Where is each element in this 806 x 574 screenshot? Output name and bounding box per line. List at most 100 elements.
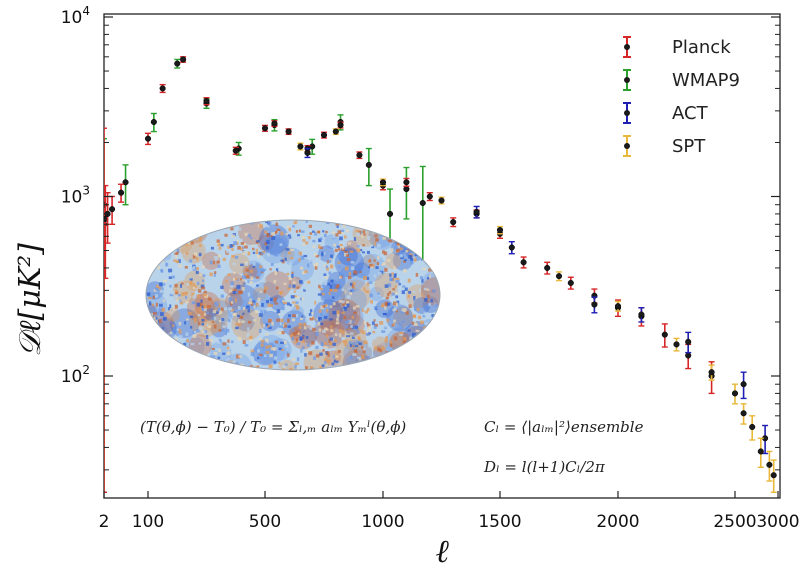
cmb-speck	[384, 305, 387, 310]
cmb-speck	[342, 367, 345, 370]
cmb-speck	[294, 365, 297, 369]
cmb-speck	[236, 239, 239, 243]
cmb-speck	[162, 299, 165, 302]
cmb-speck	[214, 227, 218, 230]
cmb-speck	[430, 352, 435, 357]
cmb-speck	[425, 295, 429, 299]
cmb-speck	[194, 360, 199, 365]
cmb-speck	[414, 348, 417, 352]
cmb-speck	[384, 225, 387, 228]
cmb-speck	[312, 316, 315, 320]
cmb-speck	[230, 364, 235, 368]
cmb-speck	[428, 274, 431, 279]
cmb-speck	[273, 279, 277, 284]
data-point-planck	[285, 128, 292, 135]
cmb-speck	[249, 298, 252, 301]
cmb-speck	[387, 283, 392, 288]
data-point-planck	[685, 352, 692, 359]
cmb-speck	[319, 266, 323, 271]
cmb-speck	[366, 326, 370, 330]
cmb-speck	[323, 264, 327, 268]
cmb-speck	[174, 337, 178, 342]
cmb-speck	[335, 355, 339, 358]
cmb-speck	[297, 332, 300, 336]
cmb-speck	[355, 305, 360, 308]
cmb-speck	[252, 251, 256, 255]
cmb-speck	[304, 353, 307, 357]
cmb-speck	[335, 360, 339, 363]
cmb-speck	[186, 339, 189, 343]
cmb-speck	[160, 226, 165, 231]
cmb-speck	[352, 306, 356, 310]
cmb-speck	[329, 285, 332, 289]
cmb-speck	[192, 295, 197, 299]
cmb-speck	[361, 330, 366, 334]
cmb-speck	[228, 296, 232, 301]
cmb-blob	[263, 271, 292, 299]
cmb-speck	[244, 232, 249, 237]
cmb-speck	[231, 234, 236, 238]
cmb-speck	[158, 319, 162, 324]
cmb-speck	[356, 232, 361, 237]
cmb-speck	[404, 241, 409, 245]
cmb-speck	[227, 339, 230, 343]
cmb-speck	[279, 331, 282, 334]
cmb-speck	[429, 239, 434, 242]
cmb-speck	[271, 321, 274, 326]
cmb-speck	[404, 287, 408, 291]
legend: Planck WMAP9 ACT SPT	[623, 36, 740, 157]
cmb-speck	[154, 369, 158, 370]
cmb-speck	[229, 302, 233, 306]
cmb-speck	[306, 321, 309, 326]
cmb-speck	[206, 323, 209, 327]
cmb-speck	[225, 250, 229, 254]
cmb-speck	[190, 342, 195, 346]
cmb-speck	[281, 300, 286, 303]
cmb-speck	[206, 334, 209, 339]
cmb-speck	[234, 291, 239, 294]
cmb-speck	[178, 321, 182, 326]
cmb-speck	[434, 353, 439, 358]
data-point-planck	[426, 193, 433, 200]
cmb-speck	[190, 280, 193, 284]
cmb-speck	[298, 280, 303, 284]
cmb-speck	[241, 286, 245, 291]
data-point-planck	[356, 152, 363, 159]
cmb-speck	[382, 356, 386, 359]
cmb-speck	[394, 354, 398, 358]
cmb-speck	[242, 312, 245, 315]
legend-label: Planck	[672, 37, 731, 58]
cmb-speck	[317, 244, 321, 249]
cmb-speck	[192, 354, 195, 359]
cmb-speck	[326, 260, 329, 264]
cmb-speck	[340, 229, 345, 233]
data-point-planck	[159, 85, 166, 92]
cmb-speck	[395, 248, 400, 252]
cmb-speck	[353, 311, 357, 314]
cmb-speck	[153, 229, 158, 233]
cmb-blob	[392, 250, 413, 271]
cmb-speck	[174, 225, 178, 229]
cmb-speck	[423, 365, 428, 368]
cmb-speck	[423, 336, 426, 341]
cmb-speck	[154, 367, 159, 370]
cmb-speck	[339, 333, 342, 338]
cmb-speck	[262, 323, 265, 328]
cmb-speck	[227, 366, 231, 369]
cmb-speck	[251, 244, 254, 247]
cmb-speck	[273, 356, 278, 360]
cmb-speck	[315, 254, 319, 258]
cmb-speck	[164, 246, 169, 249]
cmb-speck	[161, 260, 165, 263]
cmb-speck	[408, 369, 411, 370]
cmb-speck	[271, 232, 276, 236]
cmb-blob	[337, 305, 357, 326]
cmb-speck	[412, 346, 417, 350]
cmb-speck	[428, 223, 432, 228]
cmb-speck	[363, 287, 366, 291]
cmb-speck	[435, 341, 440, 345]
cmb-speck	[399, 254, 403, 258]
cmb-speck	[238, 220, 242, 224]
cmb-speck	[346, 254, 350, 257]
cmb-speck	[198, 237, 202, 242]
